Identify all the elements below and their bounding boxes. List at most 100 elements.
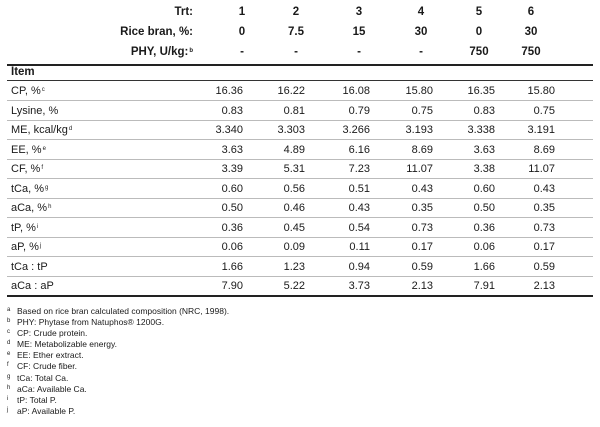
table-cell: 15.80	[405, 85, 433, 97]
table-cell: 8.69	[533, 143, 555, 156]
table-cell: 7.23	[348, 163, 370, 175]
footnote: c CP: Crude protein.	[7, 328, 593, 339]
footnote-mark: i	[7, 395, 9, 402]
table-cell: 0.54	[348, 221, 370, 234]
row-label-text: EE, %	[11, 143, 42, 156]
footnote: b PHY: Phytase from Natuphos® 1200G.	[7, 317, 593, 328]
footnote: a Based on rice bran calculated compositi…	[7, 306, 593, 317]
table-cell: 3.303	[277, 124, 305, 136]
row-label-text: aCa : aP	[11, 280, 54, 292]
footnote: f CF: Crude fiber.	[7, 361, 593, 372]
footnote-mark: h	[7, 384, 11, 391]
footnote-text: PHY: Phytase from Natuphos® 1200G.	[17, 317, 165, 328]
table-cell: 3.191	[527, 124, 555, 136]
table-cell: 2.13	[533, 280, 555, 292]
table-cell: 0.75	[411, 104, 433, 117]
header-row-rice-bran: Rice bran, %: 0 7.5 15 30 0 30	[7, 22, 593, 42]
row-label-text: tP, %	[11, 221, 36, 234]
table-cell: 15.80	[527, 85, 555, 97]
table-cell: 0.75	[533, 104, 555, 117]
row-label-footnote-mark: f	[41, 165, 44, 171]
table-cell: 0.43	[533, 182, 555, 195]
row-label-footnote-mark: j	[39, 243, 42, 249]
table-cell: 0.06	[473, 241, 495, 253]
table-cell: 0.59	[411, 260, 433, 273]
header-trt-5: 5	[475, 6, 483, 18]
table-cell: 2.13	[411, 280, 433, 292]
row-label: CF, %f	[11, 159, 186, 179]
table-cell: 0.36	[221, 221, 243, 234]
table-cell: 3.73	[348, 280, 370, 292]
row-label-text: tCa, %	[11, 182, 45, 195]
table-cell: 3.340	[215, 124, 243, 136]
footnote-text: EE: Ether extract.	[17, 350, 84, 361]
row-label: tCa, %g	[11, 179, 186, 199]
table-cell: 0.73	[533, 221, 555, 234]
row-divider	[7, 256, 593, 257]
footnote-mark: j	[7, 406, 9, 413]
table-cell: 0.43	[411, 182, 433, 195]
table-cell: 0.59	[533, 260, 555, 273]
header-rice-bran-4: 30	[414, 26, 428, 38]
footnote: g tCa: Total Ca.	[7, 373, 593, 384]
table-cell: 11.07	[528, 163, 555, 175]
footnote: d ME: Metabolizable energy.	[7, 339, 593, 350]
header-phy-2: -	[294, 46, 298, 58]
header-label-rice-bran: Rice bran, %:	[120, 26, 193, 38]
table-cell: 16.36	[215, 85, 243, 97]
header-trt-4: 4	[417, 6, 425, 18]
row-label-footnote-mark: c	[41, 87, 45, 93]
header-label-trt: Trt:	[174, 6, 193, 18]
table-cell: 0.73	[411, 221, 433, 234]
header-rice-bran-3: 15	[352, 26, 366, 38]
footnote-mark: c	[7, 329, 10, 336]
table-cell: 0.17	[533, 241, 555, 253]
table-cell: 16.22	[277, 85, 305, 97]
row-divider	[7, 275, 593, 277]
table-cell: 4.89	[283, 143, 305, 156]
footnote: j aP: Available P.	[7, 406, 593, 417]
footnote-mark: a	[7, 307, 11, 313]
table-cell: 0.83	[221, 104, 243, 117]
table-row: tCa, %g 0.60 0.56 0.51 0.43 0.60 0.43	[7, 179, 593, 199]
row-label: EE, %e	[11, 140, 186, 160]
footnote-text: CP: Crude protein.	[17, 328, 88, 339]
item-column-heading: Item	[11, 66, 35, 78]
table-cell: 0.06	[221, 241, 243, 253]
header-trt-6: 6	[527, 6, 535, 18]
row-label-text: CF, %	[11, 163, 41, 175]
table-row: EE, %e 3.63 4.89 6.16 8.69 3.63 8.69	[7, 140, 593, 160]
table-row: aP, %j 0.06 0.09 0.11 0.17 0.06 0.17	[7, 237, 593, 257]
table-cell: 3.63	[221, 143, 243, 156]
table-cell: 1.66	[473, 260, 495, 273]
row-label-text: ME, kcal/kg	[11, 124, 68, 136]
row-label-footnote-mark: i	[36, 223, 39, 230]
row-divider	[7, 178, 593, 179]
table-cell: 5.31	[283, 163, 305, 175]
table-cell: 5.22	[283, 280, 305, 292]
table-cell: 0.46	[283, 202, 305, 214]
header-trt-2: 2	[292, 6, 300, 18]
header-trt-1: 1	[238, 6, 246, 18]
table-cell: 0.56	[283, 182, 305, 195]
table-cell: 3.193	[405, 124, 433, 136]
row-label-text: aP, %	[11, 241, 39, 253]
header-phy-footnote-mark: b	[189, 48, 193, 54]
footnote-text: aP: Available P.	[17, 405, 76, 416]
header-phy-6: 750	[521, 46, 541, 58]
row-divider	[7, 119, 593, 121]
footnote-mark: g	[7, 373, 11, 380]
table-row: Lysine, % 0.83 0.81 0.79 0.75 0.83 0.75	[7, 101, 593, 121]
footnote-text: aCa: Available Ca.	[17, 383, 87, 394]
footnotes: a Based on rice bran calculated compositi…	[7, 306, 593, 417]
header-row-trt: Trt: 1 2 3 4 5 6	[7, 2, 593, 22]
row-divider	[7, 236, 593, 238]
header-rice-bran-2: 7.5	[288, 26, 304, 38]
header-phy-3: -	[357, 46, 361, 58]
table-cell: 8.69	[411, 143, 433, 156]
table-cell: 0.35	[533, 202, 555, 214]
table-cell: 0.51	[348, 182, 370, 195]
table-cell: 1.23	[283, 260, 305, 273]
table-cell: 0.11	[349, 241, 370, 253]
header-rice-bran-5: 0	[475, 26, 483, 38]
